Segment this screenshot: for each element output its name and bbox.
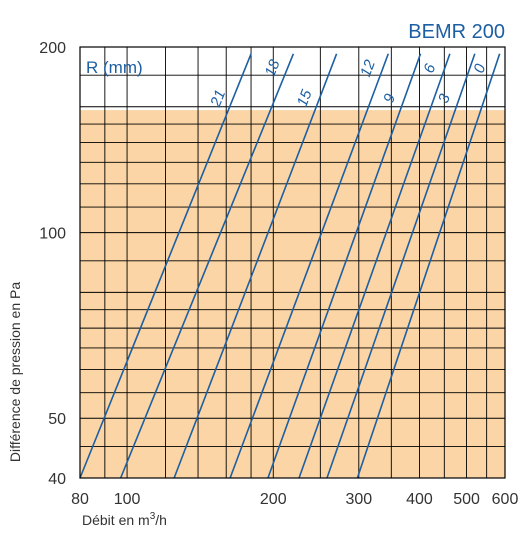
curve-line-0 [356,53,501,479]
curve-line-21 [79,53,252,479]
curve-label-6: 6 [420,61,439,75]
x-tick-label: 600 [492,491,519,508]
plot-frame [79,46,506,479]
y-ticks: 40 50 100 200 [39,40,66,488]
x-axis-label-sup: 3 [150,511,156,522]
chart-title: BEMR 200 [408,21,505,43]
x-tick-label: 400 [406,491,433,508]
x-ticks: 80 100 200 300 400 500 600 [71,491,518,508]
y-axis-label: Différence de pression en Pa [7,282,23,463]
curve-line-3 [326,53,476,479]
curve-label-15: 15 [294,87,316,109]
curve-label-21: 21 [207,87,229,110]
x-tick-label: 80 [71,491,89,508]
curve-line-9 [267,53,422,479]
legend-label: R (mm) [86,58,143,77]
x-tick-label: 100 [114,491,141,508]
grid [80,47,505,478]
curve-label-12: 12 [357,57,379,79]
x-tick-label: 200 [260,491,287,508]
curve-line-18 [119,53,295,479]
x-axis-label-prefix: Débit en m [82,512,150,528]
y-tick-label: 50 [48,411,66,428]
x-axis-label: Débit en m3/h [82,511,167,528]
y-tick-label: 100 [39,226,66,243]
y-tick-label: 40 [48,471,66,488]
curve-label-9: 9 [380,91,399,105]
curve-line-12 [229,53,390,479]
x-tick-label: 500 [453,491,480,508]
curve-line-15 [173,53,338,479]
y-tick-label: 200 [39,40,66,57]
x-tick-label: 300 [345,491,372,508]
curve-label-18: 18 [262,57,284,79]
x-axis-label-suffix: /h [155,512,167,528]
curve-line-6 [298,53,451,479]
